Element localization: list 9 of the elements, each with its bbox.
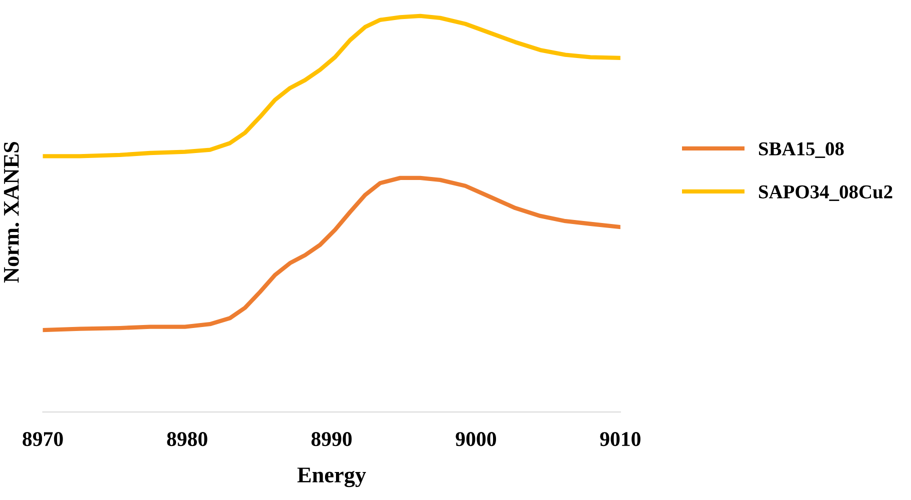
legend-label: SBA15_08 [759, 142, 844, 158]
x-tick-label: 9010 [600, 432, 640, 446]
legend-label: SAPO34_08Cu2 [759, 185, 892, 201]
y-axis-title: Norm. XANES [4, 142, 19, 283]
x-axis-title: Energy [297, 468, 366, 488]
x-tick-label: 9000 [456, 432, 496, 446]
x-tick-label: 8970 [22, 432, 63, 446]
x-tick-label: 8980 [167, 432, 208, 446]
x-tick-label: 8990 [311, 432, 352, 446]
